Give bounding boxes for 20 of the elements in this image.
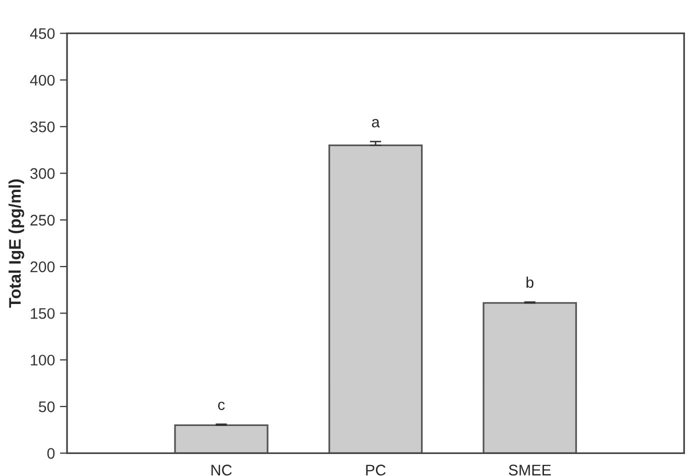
y-tick-label: 300 — [30, 168, 55, 179]
y-tick-label: 350 — [30, 121, 55, 132]
x-tick-label: NC — [212, 464, 232, 476]
y-tick-label: 0 — [47, 448, 55, 459]
y-tick-label: 100 — [30, 354, 55, 366]
annotation: c — [218, 402, 225, 410]
y-tick-label: 250 — [30, 214, 55, 226]
x-tick-label: PC — [366, 464, 386, 476]
bar — [174, 424, 268, 454]
x-tick-label: SMEE — [508, 464, 551, 476]
y-tick-label: 400 — [30, 74, 55, 86]
y-tick-label: 450 — [30, 28, 55, 40]
bar — [328, 144, 423, 454]
y-axis-title: Total IgE (pg/ml) — [8, 179, 24, 308]
y-tick-label: 50 — [38, 401, 55, 412]
annotation: b — [526, 276, 534, 288]
y-tick-label: 150 — [30, 308, 55, 319]
bar — [482, 302, 577, 454]
annotation: a — [372, 119, 380, 128]
y-tick-label: 200 — [30, 261, 55, 272]
